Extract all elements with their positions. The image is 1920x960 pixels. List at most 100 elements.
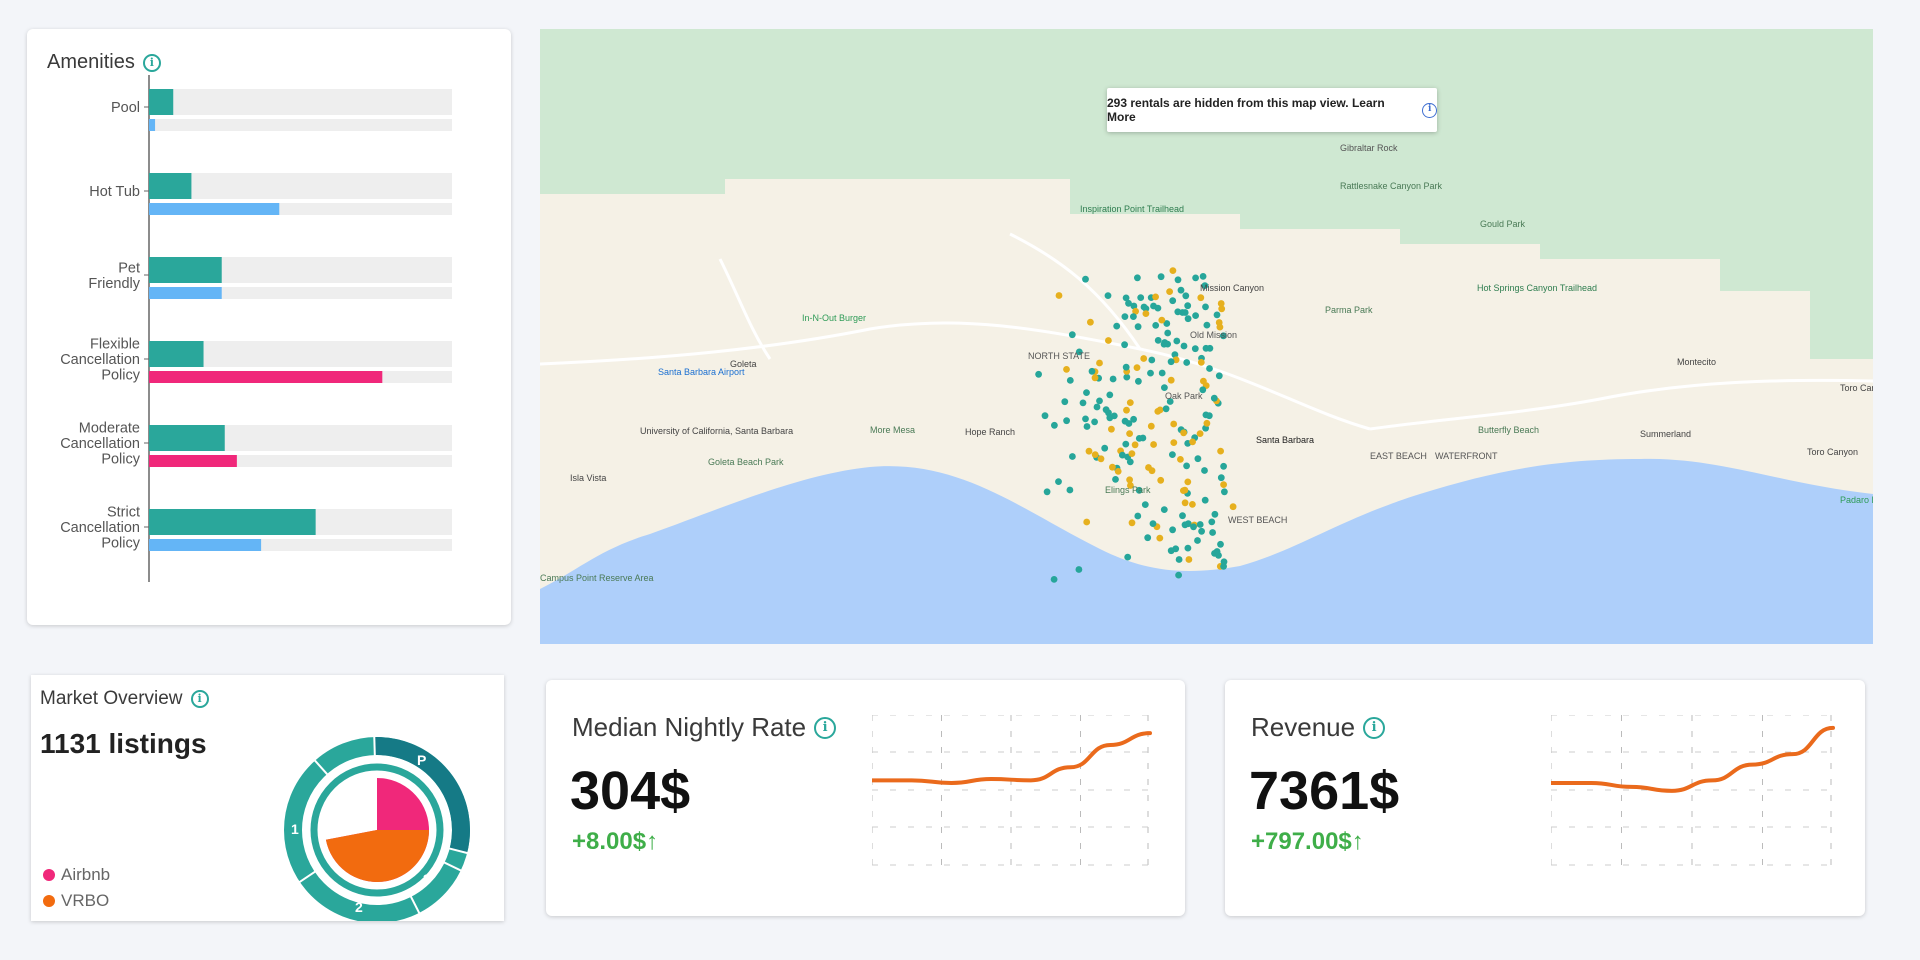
listing-marker-vrbo[interactable] [1157,476,1165,484]
listing-marker-airbnb[interactable] [1184,302,1192,310]
listing-marker-airbnb[interactable] [1194,455,1202,463]
listing-marker-airbnb[interactable] [1055,478,1062,485]
listing-marker-airbnb[interactable] [1220,462,1227,470]
listing-marker-airbnb[interactable] [1140,303,1148,311]
listing-marker-vrbo[interactable] [1185,556,1193,563]
listing-marker-airbnb[interactable] [1173,337,1181,345]
listing-marker-airbnb[interactable] [1149,520,1157,527]
listing-marker-vrbo[interactable] [1097,455,1105,463]
listing-marker-vrbo[interactable] [1147,422,1155,430]
listing-marker-airbnb[interactable] [1181,309,1189,316]
legend-vrbo[interactable]: VRBO [43,891,109,911]
listing-marker-airbnb[interactable] [1105,409,1112,417]
listing-marker-airbnb[interactable] [1180,342,1188,350]
listing-marker-airbnb[interactable] [1164,340,1171,348]
listing-marker-airbnb[interactable] [1083,423,1091,430]
listing-marker-airbnb[interactable] [1184,544,1192,552]
listing-marker-airbnb[interactable] [1121,313,1129,320]
listing-marker-airbnb[interactable] [1169,297,1177,305]
amenity-bar-primary[interactable] [149,173,192,199]
listing-marker-airbnb[interactable] [1063,417,1070,425]
listing-marker-airbnb[interactable] [1112,476,1119,483]
pie-slice-vrbo[interactable] [325,830,429,883]
listing-marker-airbnb[interactable] [1171,351,1179,359]
listing-marker-airbnb[interactable] [1206,344,1214,352]
listing-marker-airbnb[interactable] [1158,369,1166,377]
listing-marker-vrbo[interactable] [1091,451,1099,458]
listing-marker-airbnb[interactable] [1160,506,1168,513]
listing-marker-vrbo[interactable] [1096,359,1103,367]
listing-marker-airbnb[interactable] [1082,275,1089,283]
listing-marker-airbnb[interactable] [1217,474,1225,482]
listing-marker-airbnb[interactable] [1051,421,1058,429]
listing-marker-vrbo[interactable] [1114,468,1122,475]
listing-marker-airbnb[interactable] [1122,294,1130,302]
listing-marker-airbnb[interactable] [1199,273,1207,280]
listing-marker-airbnb[interactable] [1213,311,1221,319]
listing-marker-vrbo[interactable] [1109,463,1116,471]
listing-marker-vrbo[interactable] [1189,501,1196,508]
listing-marker-airbnb[interactable] [1135,486,1143,494]
listing-marker-airbnb[interactable] [1209,529,1216,536]
listing-marker-vrbo[interactable] [1203,419,1211,427]
listing-marker-airbnb[interactable] [1093,403,1101,411]
amenity-row[interactable]: Hot Tub [89,173,452,215]
listing-marker-vrbo[interactable] [1169,267,1177,274]
listing-marker-vrbo[interactable] [1229,503,1237,511]
hidden-rentals-notice[interactable]: 293 rentals are hidden from this map vie… [1107,88,1437,132]
listing-marker-vrbo[interactable] [1152,293,1159,301]
listing-marker-airbnb[interactable] [1104,292,1112,299]
listing-marker-airbnb[interactable] [1109,375,1117,383]
listing-marker-airbnb[interactable] [1191,345,1199,353]
donut-segment-p[interactable] [374,737,470,854]
listing-marker-vrbo[interactable] [1181,486,1189,494]
listing-marker-vrbo[interactable] [1055,292,1063,299]
listing-marker-airbnb[interactable] [1061,398,1069,406]
listing-marker-airbnb[interactable] [1194,537,1201,544]
listing-marker-vrbo[interactable] [1216,323,1224,331]
listing-marker-vrbo[interactable] [1156,534,1164,542]
listing-marker-airbnb[interactable] [1148,356,1156,364]
listing-marker-airbnb[interactable] [1177,286,1185,294]
info-icon[interactable]: i [142,53,161,72]
listing-marker-vrbo[interactable] [1184,478,1192,486]
listing-marker-airbnb[interactable] [1167,547,1175,555]
listing-marker-airbnb[interactable] [1121,341,1128,349]
listing-marker-vrbo[interactable] [1177,456,1184,463]
listing-marker-airbnb[interactable] [1122,363,1130,371]
listing-marker-airbnb[interactable] [1106,391,1114,399]
listing-marker-airbnb[interactable] [1161,384,1168,391]
listing-marker-airbnb[interactable] [1130,415,1137,423]
listing-marker-airbnb[interactable] [1198,527,1205,535]
listing-marker-airbnb[interactable] [1069,453,1076,460]
listing-marker-airbnb[interactable] [1183,462,1190,470]
legend-airbnb[interactable]: Airbnb [43,865,110,885]
listing-marker-airbnb[interactable] [1169,526,1176,534]
listing-marker-airbnb[interactable] [1174,276,1182,284]
listing-marker-airbnb[interactable] [1091,418,1098,426]
listing-marker-vrbo[interactable] [1126,476,1133,484]
listing-marker-airbnb[interactable] [1152,322,1160,329]
listing-marker-vrbo[interactable] [1189,438,1196,446]
listing-marker-airbnb[interactable] [1210,394,1218,402]
listing-marker-airbnb[interactable] [1135,435,1143,442]
listing-marker-vrbo[interactable] [1217,300,1225,307]
amenity-bar-secondary[interactable] [149,203,280,215]
listing-marker-airbnb[interactable] [1167,358,1175,366]
market-donut-chart[interactable]: P 1 2 3 [277,730,477,921]
listing-marker-airbnb[interactable] [1110,412,1118,420]
listing-marker-airbnb[interactable] [1083,389,1090,396]
amenity-bar-primary[interactable] [149,89,174,115]
listing-marker-airbnb[interactable] [1162,405,1170,413]
listing-marker-vrbo[interactable] [1170,439,1178,446]
listing-marker-vrbo[interactable] [1128,519,1136,527]
listing-marker-airbnb[interactable] [1206,365,1213,372]
listing-marker-airbnb[interactable] [1202,303,1209,311]
listing-marker-airbnb[interactable] [1141,501,1149,508]
listing-marker-vrbo[interactable] [1131,441,1139,449]
listing-marker-airbnb[interactable] [1101,444,1109,452]
listing-marker-airbnb[interactable] [1075,566,1083,573]
listing-marker-airbnb[interactable] [1192,312,1199,319]
listing-marker-airbnb[interactable] [1134,512,1142,520]
